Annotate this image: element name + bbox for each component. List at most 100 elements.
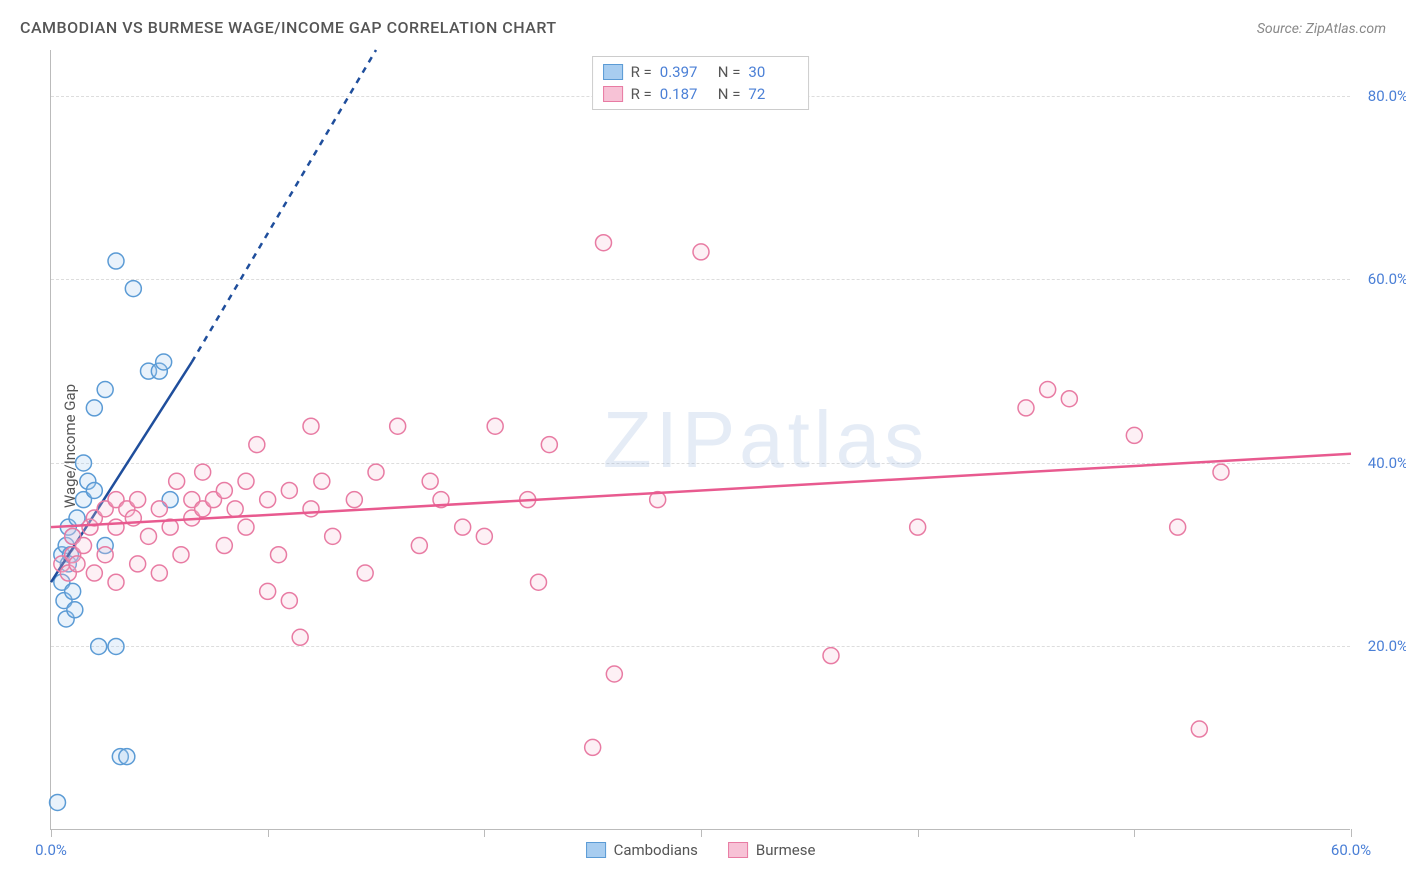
legend-n-value: 72 bbox=[748, 85, 798, 103]
scatter-point bbox=[531, 574, 547, 590]
x-tick-label: 0.0% bbox=[35, 841, 67, 859]
scatter-point bbox=[1018, 400, 1034, 416]
scatter-point bbox=[227, 501, 243, 517]
legend-stat-row: R = 0.187 N = 72 bbox=[603, 83, 799, 105]
scatter-point bbox=[169, 473, 185, 489]
legend-series-label: Burmese bbox=[756, 841, 816, 859]
scatter-point bbox=[67, 602, 83, 618]
y-tick-label: 20.0% bbox=[1358, 637, 1406, 655]
trend-line-extrapolated bbox=[192, 50, 376, 362]
scatter-point bbox=[260, 492, 276, 508]
scatter-point bbox=[693, 244, 709, 260]
scatter-point bbox=[238, 473, 254, 489]
scatter-point bbox=[141, 528, 157, 544]
scatter-point bbox=[1213, 464, 1229, 480]
scatter-point bbox=[281, 593, 297, 609]
scatter-point bbox=[585, 739, 601, 755]
trend-line bbox=[51, 454, 1351, 527]
scatter-point bbox=[606, 666, 622, 682]
scatter-point bbox=[390, 418, 406, 434]
y-tick-label: 80.0% bbox=[1358, 87, 1406, 105]
scatter-point bbox=[541, 437, 557, 453]
scatter-point bbox=[195, 464, 211, 480]
scatter-point bbox=[86, 400, 102, 416]
y-tick-label: 40.0% bbox=[1358, 454, 1406, 472]
scatter-point bbox=[91, 638, 107, 654]
scatter-point bbox=[1170, 519, 1186, 535]
scatter-point bbox=[422, 473, 438, 489]
legend-series-item: Burmese bbox=[728, 841, 816, 859]
scatter-point bbox=[76, 455, 92, 471]
x-tick bbox=[268, 829, 269, 837]
scatter-point bbox=[76, 538, 92, 554]
x-tick bbox=[1134, 829, 1135, 837]
scatter-point bbox=[596, 235, 612, 251]
legend-n-label: N = bbox=[718, 85, 741, 103]
legend-r-value: 0.187 bbox=[660, 85, 710, 103]
scatter-point bbox=[238, 519, 254, 535]
x-tick-label: 60.0% bbox=[1331, 841, 1371, 859]
scatter-point bbox=[108, 638, 124, 654]
scatter-point bbox=[314, 473, 330, 489]
scatter-point bbox=[292, 629, 308, 645]
scatter-point bbox=[303, 418, 319, 434]
scatter-point bbox=[69, 556, 85, 572]
legend-r-label: R = bbox=[631, 63, 652, 81]
scatter-point bbox=[86, 565, 102, 581]
scatter-point bbox=[156, 354, 172, 370]
legend-n-label: N = bbox=[718, 63, 741, 81]
scatter-point bbox=[476, 528, 492, 544]
legend-stats-box: R = 0.397 N = 30 R = 0.187 N = 72 bbox=[592, 56, 810, 110]
header-bar: CAMBODIAN VS BURMESE WAGE/INCOME GAP COR… bbox=[20, 18, 1386, 37]
scatter-point bbox=[368, 464, 384, 480]
scatter-point bbox=[151, 501, 167, 517]
x-tick bbox=[701, 829, 702, 837]
y-tick-label: 60.0% bbox=[1358, 270, 1406, 288]
legend-series-item: Cambodians bbox=[586, 841, 698, 859]
scatter-point bbox=[125, 281, 141, 297]
scatter-point bbox=[108, 519, 124, 535]
scatter-point bbox=[50, 794, 66, 810]
scatter-point bbox=[173, 547, 189, 563]
scatter-point bbox=[357, 565, 373, 581]
scatter-point bbox=[455, 519, 471, 535]
legend-r-label: R = bbox=[631, 85, 652, 103]
scatter-point bbox=[119, 749, 135, 765]
scatter-point bbox=[325, 528, 341, 544]
scatter-point bbox=[216, 482, 232, 498]
scatter-point bbox=[130, 556, 146, 572]
legend-r-value: 0.397 bbox=[660, 63, 710, 81]
legend-swatch bbox=[586, 842, 606, 858]
scatter-point bbox=[487, 418, 503, 434]
chart-title: CAMBODIAN VS BURMESE WAGE/INCOME GAP COR… bbox=[20, 18, 557, 37]
scatter-point bbox=[1191, 721, 1207, 737]
scatter-point bbox=[260, 583, 276, 599]
scatter-point bbox=[97, 547, 113, 563]
scatter-point bbox=[346, 492, 362, 508]
scatter-point bbox=[108, 253, 124, 269]
x-tick bbox=[918, 829, 919, 837]
legend-n-value: 30 bbox=[748, 63, 798, 81]
scatter-point bbox=[1040, 382, 1056, 398]
plot-area: ZIPatlas R =0.397N =30R =0.187N =72 Camb… bbox=[50, 50, 1350, 830]
legend-swatch bbox=[603, 64, 623, 80]
scatter-point bbox=[86, 482, 102, 498]
scatter-point bbox=[411, 538, 427, 554]
scatter-point bbox=[151, 565, 167, 581]
legend-series: Cambodians Burmese bbox=[586, 841, 816, 859]
legend-stat-row: R = 0.397 N = 30 bbox=[603, 61, 799, 83]
scatter-point bbox=[65, 583, 81, 599]
legend-series-label: Cambodians bbox=[614, 841, 698, 859]
scatter-point bbox=[281, 482, 297, 498]
x-tick bbox=[1351, 829, 1352, 837]
scatter-point bbox=[271, 547, 287, 563]
scatter-point bbox=[823, 648, 839, 664]
scatter-point bbox=[1061, 391, 1077, 407]
legend-swatch bbox=[728, 842, 748, 858]
scatter-point bbox=[108, 574, 124, 590]
scatter-point bbox=[249, 437, 265, 453]
x-tick bbox=[51, 829, 52, 837]
x-tick bbox=[484, 829, 485, 837]
scatter-point bbox=[910, 519, 926, 535]
scatter-point bbox=[216, 538, 232, 554]
